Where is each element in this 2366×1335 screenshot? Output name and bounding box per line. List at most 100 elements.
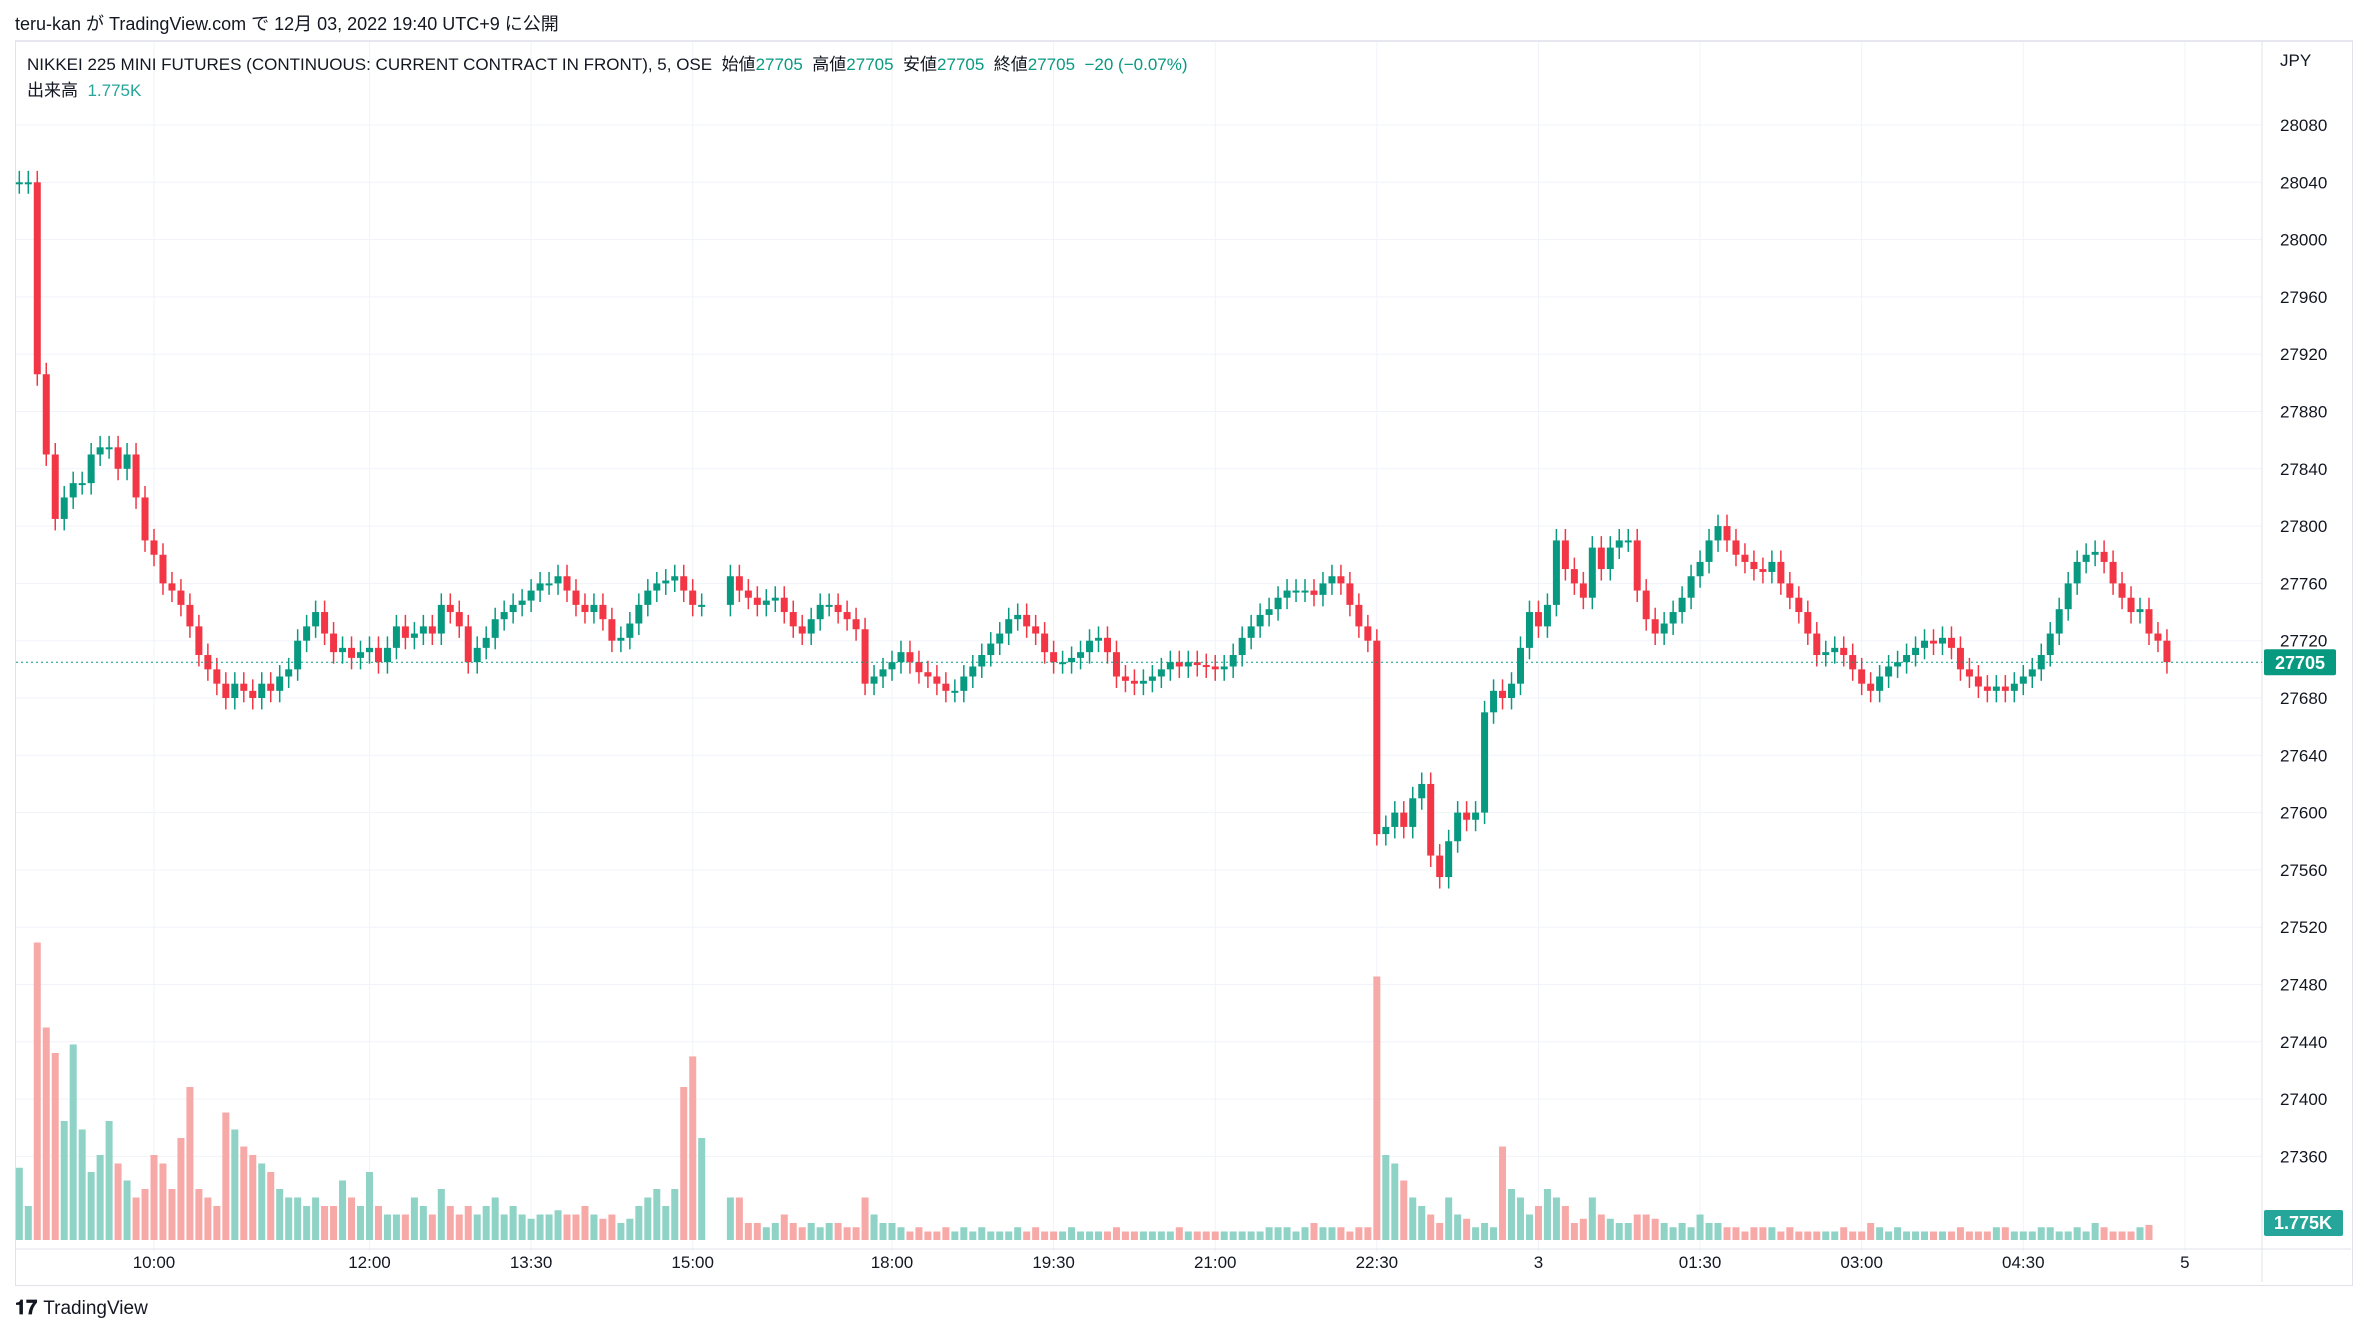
candle-body <box>1885 666 1893 677</box>
volume-bar <box>798 1227 806 1240</box>
high-value: 27705 <box>846 55 894 74</box>
volume-bar <box>258 1163 266 1240</box>
volume-bar <box>1364 1227 1372 1240</box>
candle-body <box>464 626 472 663</box>
volume-bar <box>978 1227 986 1240</box>
volume-bar <box>1705 1223 1713 1240</box>
candle-body <box>1041 633 1049 653</box>
volume-bar <box>671 1189 679 1240</box>
price-tick-label: 27560 <box>2280 861 2327 880</box>
volume-bar <box>213 1206 221 1240</box>
candle-body <box>2091 551 2099 555</box>
candle-body <box>276 676 284 691</box>
volume-bar <box>1669 1227 1677 1240</box>
volume-bar <box>1328 1227 1336 1240</box>
candle-body <box>78 483 86 486</box>
candle-body <box>1274 597 1282 610</box>
volume-bar <box>1938 1231 1946 1240</box>
volume-bar <box>1777 1231 1785 1240</box>
volume-bar <box>861 1197 869 1240</box>
candle-body <box>1633 540 1641 591</box>
volume-bar <box>2091 1223 2099 1240</box>
volume-bar <box>374 1206 382 1240</box>
time-tick-label: 04:30 <box>2002 1253 2045 1272</box>
volume-bar <box>87 1172 95 1240</box>
candle-body <box>563 576 571 591</box>
volume-bar <box>1741 1231 1749 1240</box>
candle-body <box>1445 841 1453 878</box>
candle-body <box>294 640 302 670</box>
chart-frame[interactable] <box>15 40 2353 1286</box>
volume-bar <box>1121 1231 1129 1240</box>
volume-bar <box>1445 1197 1453 1240</box>
candle-body <box>1570 569 1578 584</box>
volume-bar <box>204 1197 212 1240</box>
volume-bar <box>608 1214 616 1240</box>
price-tick-label: 27360 <box>2280 1147 2327 1166</box>
volume-bar <box>285 1197 293 1240</box>
candle-body <box>1615 540 1623 548</box>
volume-bar <box>1283 1227 1291 1240</box>
last-price-tag <box>2264 649 2336 676</box>
price-tick-label: 27840 <box>2280 460 2327 479</box>
candle-body <box>897 652 905 663</box>
tradingview-logo[interactable]: 𝟏𝟕 TradingView <box>15 1297 148 1320</box>
symbol-title[interactable]: NIKKEI 225 MINI FUTURES (CONTINUOUS: CUR… <box>27 55 713 74</box>
candle-body <box>1023 614 1031 627</box>
candle-body <box>2118 583 2126 598</box>
volume-bar <box>132 1197 140 1240</box>
volume-bar <box>2145 1224 2153 1240</box>
volume-bar <box>1867 1223 1875 1240</box>
volume-bar <box>1400 1180 1408 1240</box>
volume-bar <box>1041 1231 1049 1240</box>
candle-body <box>455 612 463 627</box>
volume-bar <box>491 1197 499 1240</box>
volume-bar <box>1714 1223 1722 1240</box>
candle-body <box>969 666 977 677</box>
volume-bar <box>843 1227 851 1240</box>
time-tick-label: 12:00 <box>348 1253 391 1272</box>
volume-bar <box>1534 1206 1542 1240</box>
volume-bar <box>2082 1231 2090 1240</box>
volume-bar <box>1516 1197 1524 1240</box>
candle-body <box>69 483 77 498</box>
volume-bar <box>527 1218 535 1240</box>
volume-bar <box>1759 1227 1767 1240</box>
candle-body <box>698 604 706 607</box>
volume-bar <box>1301 1227 1309 1240</box>
volume-bar <box>1687 1227 1695 1240</box>
volume-value: 1.775K <box>87 81 142 100</box>
volume-bar <box>105 1121 113 1240</box>
volume-bar <box>312 1197 320 1240</box>
volume-bar <box>518 1214 526 1240</box>
candle-body <box>213 669 221 684</box>
volume-bar <box>464 1206 472 1240</box>
candle-body <box>51 454 59 519</box>
volume-bar <box>1481 1223 1489 1240</box>
volume-bar <box>1974 1231 1982 1240</box>
candle-body <box>374 647 382 663</box>
candle-body <box>1382 826 1390 835</box>
volume-bar <box>1552 1197 1560 1240</box>
volume-bar <box>1885 1231 1893 1240</box>
candle-body <box>1310 590 1318 595</box>
candle-body <box>1696 561 1704 577</box>
candle-body <box>177 590 185 605</box>
volume-bar <box>446 1206 454 1240</box>
candle-body <box>348 647 356 658</box>
candle-body <box>1732 540 1740 555</box>
volume-bar <box>1615 1223 1623 1240</box>
volume-bar <box>1633 1214 1641 1240</box>
volume-bar <box>1373 976 1381 1240</box>
candle-body <box>1050 652 1058 663</box>
volume-bar <box>60 1121 68 1240</box>
volume-bar <box>1077 1231 1085 1240</box>
candle-body <box>2127 597 2135 613</box>
candle-body <box>1759 569 1767 572</box>
volume-bar <box>1220 1231 1228 1240</box>
time-tick-label: 19:30 <box>1032 1253 1075 1272</box>
candle-body <box>1409 798 1417 827</box>
volume-bar <box>942 1227 950 1240</box>
volume-bar <box>1346 1231 1354 1240</box>
